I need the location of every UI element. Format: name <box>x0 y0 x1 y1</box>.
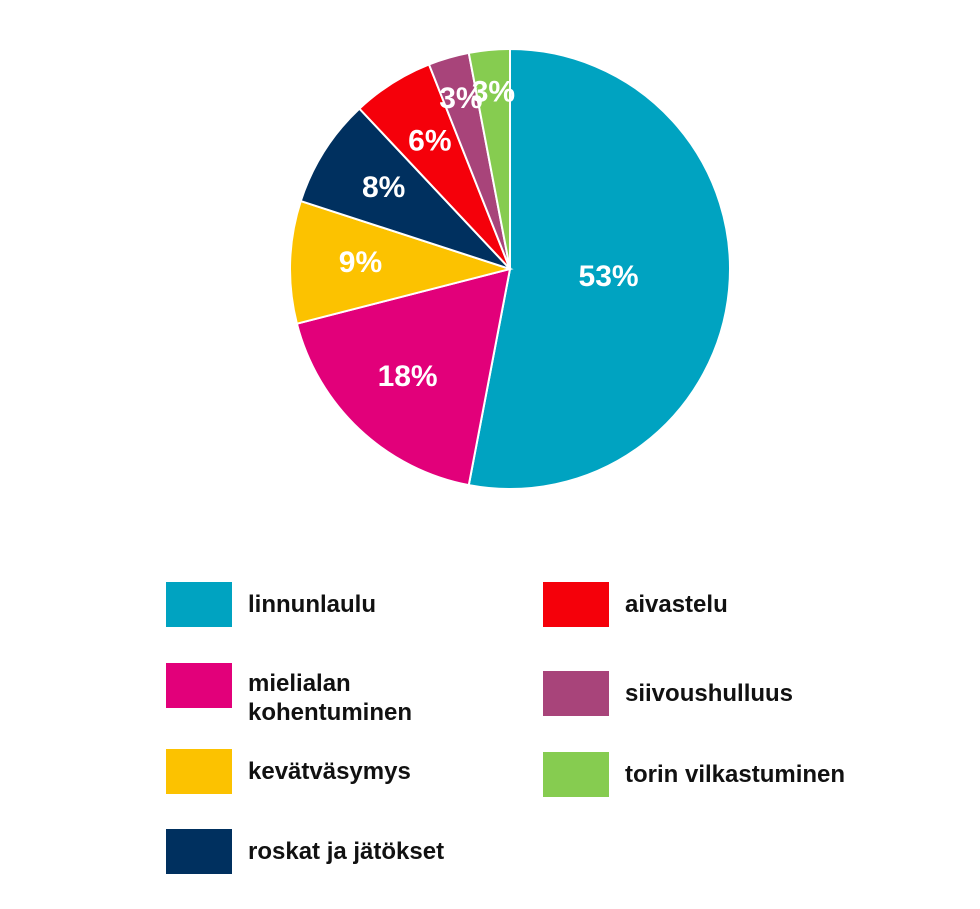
legend-item: kevätväsymys <box>166 749 488 794</box>
legend-swatch <box>543 671 609 716</box>
legend-swatch <box>166 749 232 794</box>
legend-swatch <box>543 752 609 797</box>
data-label: 9% <box>339 246 382 279</box>
pie-chart: 53% 18% 9% 8%6% 3%3% <box>289 47 731 490</box>
legend-swatch <box>543 582 609 627</box>
legend-item: roskat ja jätökset <box>166 829 488 874</box>
data-label: 8% <box>362 171 405 204</box>
legend-swatch <box>166 829 232 874</box>
legend-item: linnunlaulu <box>166 582 488 627</box>
pie-slice <box>299 107 511 270</box>
legend-label: torin vilkastuminen <box>625 761 846 788</box>
legend-label: mielialan kohentuminen <box>248 670 413 726</box>
legend-item: mielialan kohentuminen <box>166 663 458 727</box>
data-label: 6% <box>408 125 451 158</box>
legend-item: siivoushulluus <box>543 671 865 716</box>
legend-label: roskat ja jätökset <box>248 838 445 865</box>
legend-item: aivastelu <box>543 582 865 627</box>
legend-label: aivastelu <box>625 591 728 618</box>
pie-slice <box>467 47 511 270</box>
data-label: 3% <box>439 82 482 115</box>
data-label: 3% <box>472 76 515 109</box>
pie-slice <box>289 199 514 325</box>
legend-swatch <box>166 663 232 708</box>
pie-slice <box>295 267 512 487</box>
legend-item: torin vilkastuminen <box>543 752 865 797</box>
pie-slice <box>467 47 731 490</box>
legend-label: linnunlaulu <box>248 591 376 618</box>
legend-label: kevätväsymys <box>248 758 411 785</box>
legend-swatch <box>166 582 232 627</box>
data-label: 53% <box>579 260 639 293</box>
data-label: 18% <box>378 360 438 393</box>
legend-label: siivoushulluus <box>625 680 794 707</box>
